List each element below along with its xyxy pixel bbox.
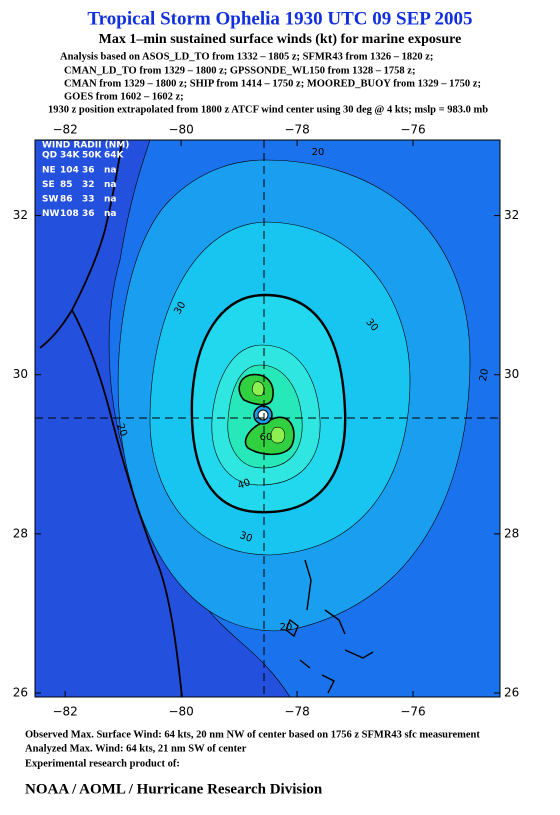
x-tick-label: −78 <box>284 123 309 137</box>
x-tick-label: −82 <box>52 705 77 719</box>
radii-cell: 36 <box>82 166 95 176</box>
radii-cell: 86 <box>60 195 73 205</box>
analysis-line: CMAN from 1329 – 1800 z; SHIP from 1414 … <box>64 78 481 89</box>
footer-line: Observed Max. Surface Wind: 64 kts, 20 n… <box>25 729 480 740</box>
radii-cell: 85 <box>60 180 73 190</box>
position-note: 1930 z position extrapolated from 1800 z… <box>48 104 488 115</box>
radii-cell: 32 <box>82 180 95 190</box>
x-tick-label: −78 <box>284 705 309 719</box>
analysis-line: CMAN_LD_TO from 1329 – 1800 z; GPSSONDE_… <box>64 65 415 76</box>
analysis-line: Analysis based on ASOS_LD_TO from 1332 –… <box>60 51 433 62</box>
radii-cell: na <box>104 166 116 176</box>
y-tick-label: 28 <box>13 526 28 540</box>
radii-header: 64K <box>104 151 125 161</box>
radii-cell: na <box>104 195 116 205</box>
radii-header: 50K <box>82 151 103 161</box>
radii-cell: SW <box>42 195 58 205</box>
x-tick-label: −76 <box>400 123 425 137</box>
radii-cell: na <box>104 180 116 190</box>
radii-header: 34K <box>60 151 81 161</box>
contour-label: 40 <box>236 477 252 492</box>
radii-cell: 104 <box>60 166 79 176</box>
contour-label: 20 <box>114 422 129 438</box>
radii-cell: 108 <box>60 209 79 219</box>
contour-label: 20 <box>312 147 325 158</box>
radii-cell: NW <box>42 209 60 219</box>
y-tick-label: 26 <box>13 686 28 700</box>
radii-title: WIND RADII (NM) <box>42 141 129 151</box>
radii-header: QD <box>42 151 57 161</box>
radii-cell: na <box>104 209 116 219</box>
radii-cell: SE <box>42 180 55 190</box>
footer-line: Experimental research product of: <box>25 758 180 769</box>
y-tick-label: 30 <box>504 367 519 381</box>
x-tick-label: −76 <box>400 705 425 719</box>
radii-cell: NE <box>42 166 56 176</box>
x-tick-label: −80 <box>168 123 193 137</box>
radii-cell: 36 <box>82 209 95 219</box>
analysis-line: GOES from 1602 – 1602 z; <box>64 91 184 102</box>
y-tick-label: 32 <box>13 208 28 222</box>
contour-label: 20 <box>280 622 293 633</box>
map-frame <box>34 139 501 698</box>
contour-label: 60 <box>260 432 273 443</box>
subtitle: Max 1–min sustained surface winds (kt) f… <box>99 32 462 47</box>
credit: NOAA / AOML / Hurricane Research Divisio… <box>25 781 323 797</box>
y-tick-label: 30 <box>13 367 28 381</box>
wind-field <box>35 140 500 697</box>
contour-label: 20 <box>478 368 491 382</box>
footer-line: Analyzed Max. Wind: 64 kts, 21 nm SW of … <box>25 743 247 754</box>
title: Tropical Storm Ophelia 1930 UTC 09 SEP 2… <box>87 8 472 29</box>
x-tick-label: −82 <box>52 123 77 137</box>
contour-label: 30 <box>238 530 254 545</box>
x-tick-label: −80 <box>168 705 193 719</box>
radii-cell: 33 <box>82 195 95 205</box>
y-tick-label: 26 <box>504 686 519 700</box>
y-tick-label: 32 <box>504 208 519 222</box>
y-tick-label: 28 <box>504 526 519 540</box>
